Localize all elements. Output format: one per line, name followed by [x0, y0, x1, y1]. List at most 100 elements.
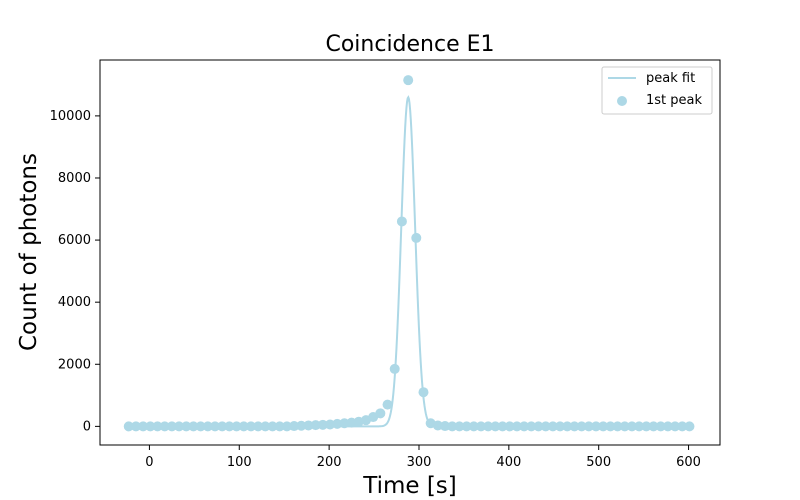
x-tick-label: 0 [145, 455, 153, 470]
data-point [533, 421, 544, 432]
data-point [677, 421, 688, 432]
data-point [418, 387, 429, 398]
data-point [483, 421, 494, 432]
legend-label-peak-fit: peak fit [646, 71, 695, 86]
data-point [382, 399, 393, 410]
data-point [634, 421, 645, 432]
legend: peak fit 1st peak [601, 66, 713, 115]
data-point [138, 421, 149, 432]
y-tick-label: 0 [83, 419, 91, 434]
data-point [411, 232, 422, 243]
y-tick-label: 10000 [50, 109, 91, 124]
data-point [332, 418, 343, 429]
data-point [123, 421, 134, 432]
data-point [188, 421, 199, 432]
x-axis: 0 100 200 300 400 500 600 [145, 445, 701, 470]
data-point [648, 421, 659, 432]
data-point [641, 421, 652, 432]
data-point [461, 421, 472, 432]
data-point [245, 421, 256, 432]
data-point [310, 420, 321, 431]
data-point [670, 421, 681, 432]
x-tick-label: 400 [496, 455, 521, 470]
data-point [619, 421, 630, 432]
x-tick-label: 200 [317, 455, 342, 470]
data-point [555, 421, 566, 432]
data-point [612, 421, 623, 432]
x-tick-label: 300 [407, 455, 432, 470]
y-axis: 0 2000 4000 6000 8000 10000 [50, 109, 100, 434]
data-point [274, 421, 285, 432]
data-point [447, 421, 458, 432]
data-point [454, 421, 465, 432]
plot-background [100, 60, 720, 445]
data-point [605, 421, 616, 432]
data-point [432, 420, 443, 431]
data-point [475, 421, 486, 432]
data-point [583, 421, 594, 432]
data-point [569, 421, 580, 432]
y-tick-label: 6000 [58, 233, 91, 248]
data-point [166, 421, 177, 432]
data-point [159, 421, 170, 432]
plot-frame [99, 59, 721, 446]
data-point [260, 421, 271, 432]
y-tick-label: 4000 [58, 295, 91, 310]
data-point [224, 421, 235, 432]
data-point [289, 421, 300, 432]
data-point [238, 421, 249, 432]
data-point [217, 421, 228, 432]
data-point [497, 421, 508, 432]
legend-label-1st-peak: 1st peak [646, 93, 702, 108]
data-point [210, 421, 221, 432]
x-tick-label: 500 [586, 455, 611, 470]
data-point [598, 421, 609, 432]
data-point [231, 421, 242, 432]
data-point [511, 421, 522, 432]
data-point [303, 420, 314, 431]
data-point [662, 421, 673, 432]
data-point [591, 421, 601, 432]
data-point [375, 408, 386, 419]
x-tick-label: 100 [227, 455, 252, 470]
data-point [684, 421, 695, 432]
data-point [130, 421, 141, 432]
data-point [195, 421, 206, 432]
data-point [202, 421, 213, 432]
data-point [267, 421, 278, 432]
data-point [504, 421, 515, 432]
y-tick-label: 2000 [58, 357, 91, 372]
plot-area [100, 60, 720, 445]
data-point [174, 421, 185, 432]
chart-title: Coincidence E1 [325, 32, 494, 57]
legend-point-marker [617, 96, 627, 106]
points-layer [123, 75, 695, 432]
data-point [526, 421, 537, 432]
data-point [540, 421, 551, 432]
data-point [576, 421, 587, 432]
data-point [562, 421, 573, 432]
data-point [181, 421, 192, 432]
data-point [281, 421, 292, 432]
data-point [389, 363, 400, 374]
data-point [626, 421, 637, 432]
data-point [325, 419, 336, 430]
data-point [655, 421, 666, 432]
data-point [253, 421, 264, 432]
data-point [440, 421, 451, 432]
data-point [152, 421, 163, 432]
data-point [145, 421, 156, 432]
y-axis-label: Count of photons [16, 153, 42, 351]
data-point [339, 418, 350, 429]
x-axis-label: Time [s] [362, 473, 457, 499]
data-point [468, 421, 479, 432]
data-point [317, 419, 328, 430]
data-point [519, 421, 530, 432]
data-point [490, 421, 501, 432]
y-tick-label: 8000 [58, 171, 91, 186]
data-point [547, 421, 558, 432]
data-point [396, 216, 407, 227]
data-point [296, 420, 307, 431]
x-tick-label: 600 [676, 455, 701, 470]
